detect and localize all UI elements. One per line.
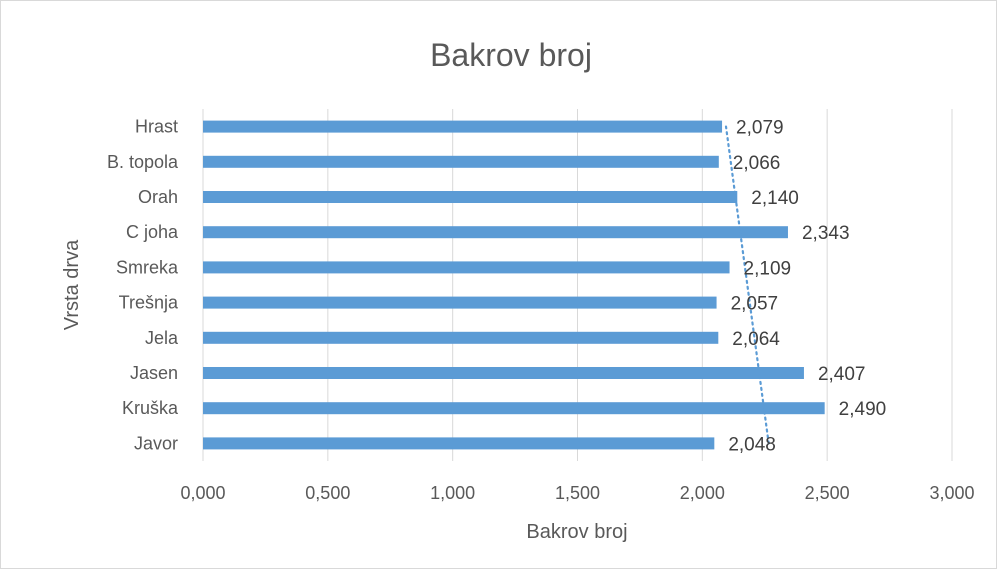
- bar: [203, 226, 788, 239]
- category-label: Smreka: [116, 257, 179, 277]
- bar-series: [203, 120, 825, 450]
- x-tick-label: 0,000: [180, 483, 225, 503]
- y-axis-title: Vrsta drva: [61, 239, 83, 330]
- data-labels: 2,048 2,490 2,407 2,064 2,057 2,109 2,3432,140…: [728, 118, 886, 456]
- bar: [203, 331, 719, 344]
- data-label: 2,407: [818, 364, 866, 385]
- bar: [203, 367, 804, 379]
- x-tick-label: 2,500: [805, 483, 850, 503]
- data-label: 2,140: [751, 188, 799, 209]
- data-label: 2,066: [733, 153, 781, 174]
- data-label: 2,490: [839, 399, 887, 420]
- category-label: Hrast: [135, 117, 178, 137]
- data-label: 2,343: [802, 223, 850, 244]
- x-tick-label: 2,000: [680, 483, 725, 503]
- trendline: [724, 125, 770, 445]
- category-label: B. topola: [107, 152, 179, 172]
- data-label: 2,079: [736, 118, 784, 139]
- category-label: C joha: [126, 222, 179, 242]
- data-label: 2,109: [744, 258, 792, 279]
- x-tick-label: 1,000: [430, 483, 475, 503]
- bar: [203, 296, 717, 309]
- category-axis-labels: Javor Kruška Jasen Jela Trešnja Smreka C joha O…: [107, 117, 179, 454]
- category-label: Kruška: [122, 398, 179, 418]
- data-label: 2,057: [731, 294, 779, 315]
- data-label: 2,064: [732, 329, 780, 350]
- x-tick-label: 1,500: [555, 483, 600, 503]
- chart-title: Bakrov broj: [430, 37, 592, 73]
- data-label: 2,048: [728, 434, 776, 455]
- value-axis-tick-labels: 0,000 0,500 1,000 1,500 2,000 2,500 3,000: [180, 483, 974, 503]
- trendline-layer: [724, 125, 770, 445]
- x-tick-label: 0,500: [305, 483, 350, 503]
- category-label: Trešnja: [119, 293, 179, 313]
- category-label: Jela: [145, 328, 179, 348]
- bar: [203, 155, 719, 168]
- x-axis-title: Bakrov broj: [526, 521, 627, 543]
- bar: [203, 261, 730, 274]
- bar: [203, 437, 715, 450]
- category-label: Jasen: [130, 363, 178, 383]
- category-label: Javor: [134, 433, 178, 453]
- bar: [203, 191, 738, 203]
- bar: [203, 402, 825, 415]
- category-label: Orah: [138, 187, 178, 207]
- bar: [203, 120, 723, 133]
- x-tick-label: 3,000: [929, 483, 974, 503]
